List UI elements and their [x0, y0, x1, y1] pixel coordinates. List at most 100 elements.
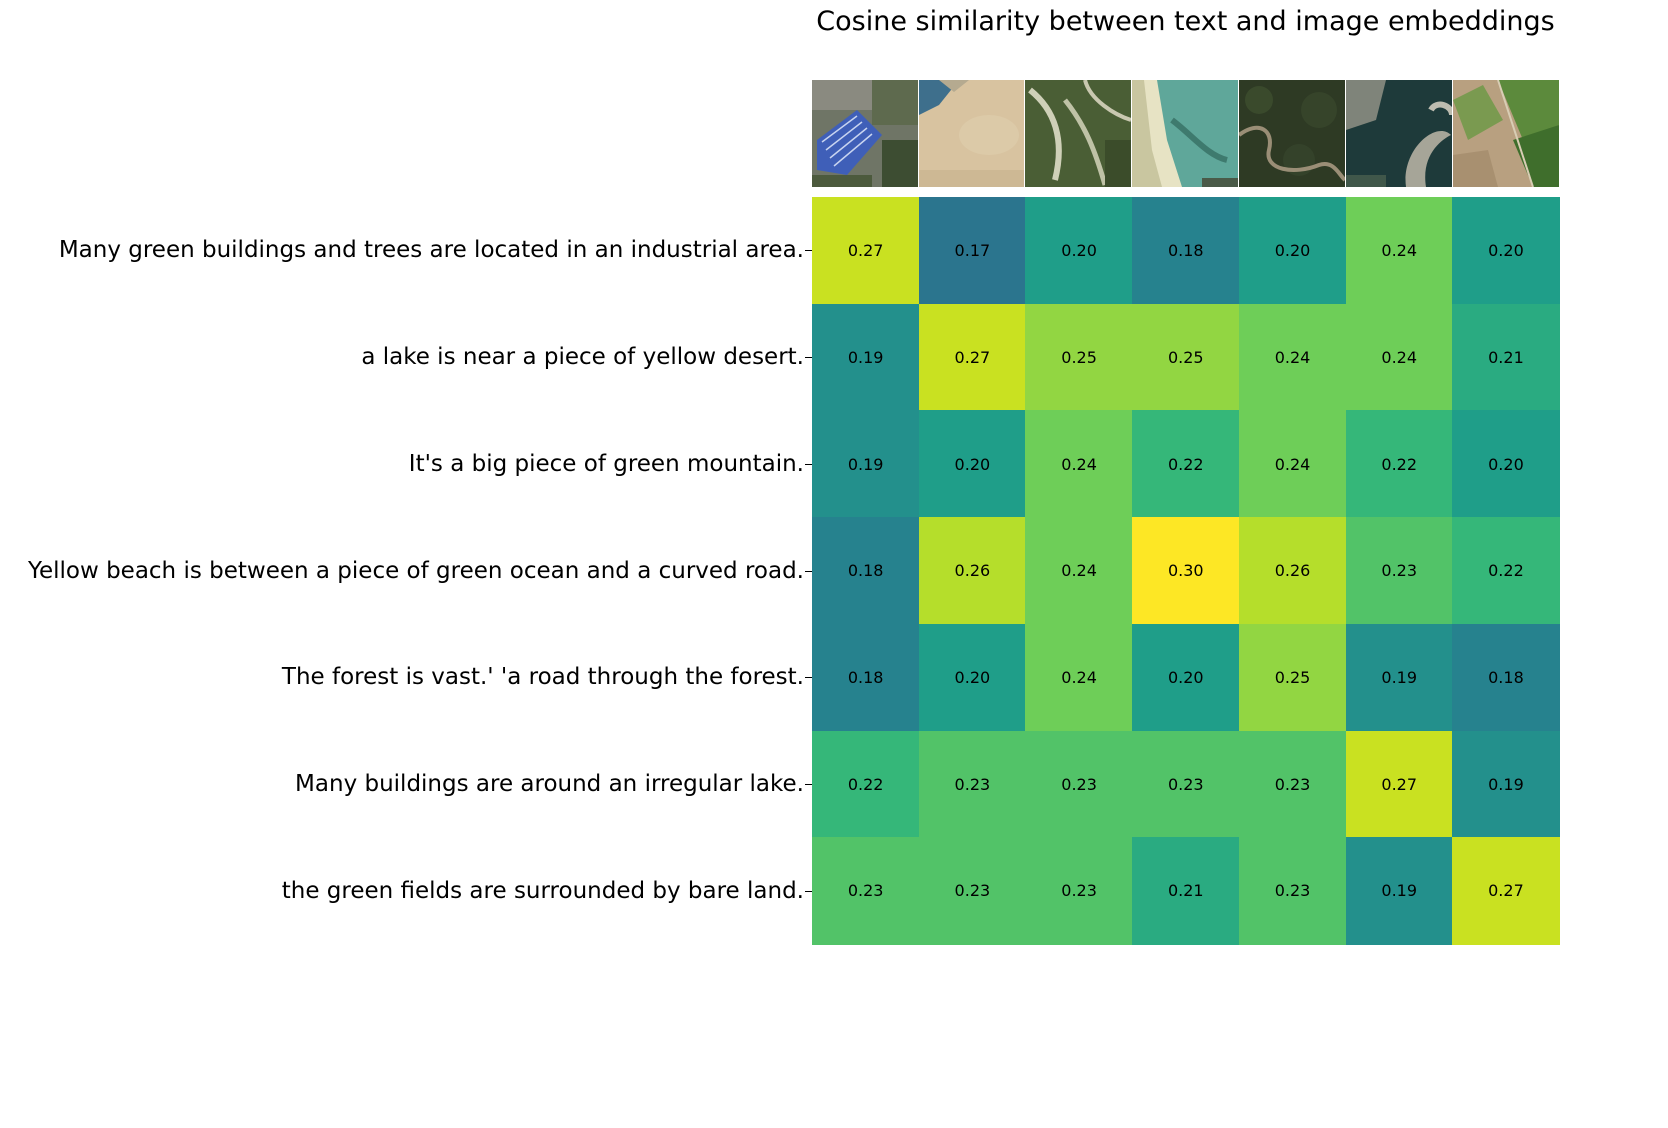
cell-value-label: 0.19: [1381, 881, 1418, 901]
green-mountain-thumbnail: [1025, 80, 1131, 187]
heatmap-cell: 0.18: [1132, 197, 1240, 305]
heatmap-cell: 0.30: [1132, 517, 1240, 625]
cell-value-label: 0.27: [1381, 774, 1418, 794]
cell-value-label: 0.21: [1167, 881, 1204, 901]
cell-value-label: 0.23: [1274, 774, 1311, 794]
cell-value-label: 0.23: [1167, 774, 1204, 794]
image-thumbnail-strip: [812, 80, 1559, 187]
heatmap-cell: 0.25: [1025, 303, 1133, 412]
heatmap-cell: 0.26: [1238, 517, 1347, 625]
cell-value-label: 0.22: [1381, 454, 1418, 474]
cell-value-label: 0.24: [1381, 241, 1418, 261]
heatmap-cell: 0.26: [918, 517, 1027, 625]
cell-value-label: 0.24: [1061, 561, 1097, 581]
row-label: Many green buildings and trees are locat…: [58, 237, 804, 264]
heatmap-cell: 0.23: [1025, 837, 1133, 945]
cell-value-label: 0.23: [1381, 561, 1418, 581]
cell-value-label: 0.20: [1274, 241, 1311, 261]
heatmap-cell: 0.24: [1025, 623, 1133, 732]
heatmap-cell: 0.20: [1132, 623, 1240, 732]
desert-lake-thumbnail: [919, 80, 1024, 187]
row-label: The forest is vast.' 'a road through the…: [281, 664, 804, 691]
heatmap-cell: 0.24: [1025, 517, 1133, 625]
heatmap-cell: 0.27: [1345, 730, 1453, 838]
heatmap-cell: 0.20: [1452, 410, 1560, 518]
heatmap-cell: 0.18: [812, 517, 920, 625]
green-fields-thumbnail: [1453, 80, 1559, 187]
heatmap-cell: 0.20: [1025, 197, 1133, 305]
cell-value-label: 0.23: [954, 774, 991, 794]
cell-value-label: 0.18: [847, 561, 884, 581]
heatmap-cell: 0.27: [1452, 837, 1560, 945]
cell-value-label: 0.23: [1061, 881, 1097, 901]
cell-value-label: 0.27: [1488, 881, 1524, 901]
lake-buildings-thumbnail: [1346, 80, 1452, 187]
cell-value-label: 0.22: [1167, 454, 1204, 474]
heatmap-cell: 0.24: [1238, 410, 1347, 518]
heatmap-cell: 0.25: [1238, 623, 1347, 732]
heatmap-grid: 0.27 0.17 0.20 0.18 0.20 0.24 0.20 0.19 0.27 0.25…: [812, 197, 1560, 945]
cell-value-label: 0.24: [1061, 668, 1097, 687]
cell-value-label: 0.26: [954, 561, 991, 581]
y-tick-mark: [805, 250, 812, 252]
heatmap-cell: 0.23: [1238, 730, 1347, 838]
row-label: the green fields are surrounded by bare …: [281, 877, 804, 904]
heatmap-cell: 0.27: [918, 303, 1027, 412]
cell-value-label: 0.22: [1488, 561, 1524, 581]
y-tick-mark: [805, 357, 812, 359]
heatmap-cell: 0.19: [1345, 837, 1453, 945]
heatmap-cell: 0.19: [1345, 623, 1453, 732]
cell-value-label: 0.25: [1167, 347, 1204, 367]
heatmap-cell: 0.19: [812, 410, 920, 518]
cell-value-label: 0.23: [954, 881, 991, 901]
y-tick-mark: [805, 783, 812, 785]
y-tick-mark: [805, 463, 812, 465]
cell-value-label: 0.18: [1167, 241, 1204, 261]
y-tick-mark: [805, 570, 812, 572]
cell-value-label: 0.19: [847, 454, 884, 474]
cell-value-label: 0.24: [1061, 454, 1097, 474]
heatmap-cell: 0.18: [1452, 623, 1560, 732]
heatmap-cell: 0.20: [1452, 197, 1560, 305]
heatmap-cell: 0.23: [918, 730, 1027, 838]
cell-value-label: 0.23: [1061, 774, 1097, 794]
cell-value-label: 0.25: [1274, 668, 1311, 687]
cell-value-label: 0.26: [1274, 561, 1311, 581]
cell-value-label: 0.24: [1381, 347, 1418, 367]
heatmap-cell: 0.19: [812, 303, 920, 412]
chart-title: Cosine similarity between text and image…: [816, 6, 1555, 37]
cell-value-label: 0.22: [847, 774, 884, 794]
heatmap-cell: 0.27: [812, 197, 920, 305]
heatmap-cell: 0.23: [1025, 730, 1133, 838]
cell-value-label: 0.24: [1274, 454, 1311, 474]
heatmap-cell: 0.20: [918, 410, 1027, 518]
cell-value-label: 0.20: [1488, 241, 1524, 261]
cell-value-label: 0.20: [954, 454, 991, 474]
heatmap-cell: 0.21: [1132, 837, 1240, 945]
cell-value-label: 0.18: [847, 668, 884, 687]
cell-value-label: 0.23: [847, 881, 884, 901]
row-label: Yellow beach is between a piece of green…: [27, 557, 804, 584]
beach-ocean-thumbnail: [1132, 80, 1238, 187]
heatmap-cell: 0.18: [812, 623, 920, 732]
cell-value-label: 0.19: [847, 347, 884, 367]
heatmap-cell: 0.19: [1452, 730, 1560, 838]
heatmap-cell: 0.21: [1452, 303, 1560, 412]
heatmap-cell: 0.23: [1345, 517, 1453, 625]
cell-value-label: 0.25: [1061, 347, 1097, 367]
forest-road-thumbnail: [1239, 80, 1345, 187]
heatmap-cell: 0.22: [812, 730, 920, 838]
row-label: Many buildings are around an irregular l…: [295, 770, 804, 797]
heatmap-cell: 0.23: [1238, 837, 1347, 945]
cell-value-label: 0.20: [1061, 241, 1097, 261]
cell-value-label: 0.17: [954, 241, 991, 261]
cell-value-label: 0.27: [847, 241, 884, 261]
heatmap-cell: 0.20: [918, 623, 1027, 732]
cell-value-label: 0.19: [1381, 668, 1418, 687]
heatmap-cell: 0.24: [1345, 197, 1453, 305]
cell-value-label: 0.23: [1274, 881, 1311, 901]
cell-value-label: 0.20: [1488, 454, 1524, 474]
cell-value-label: 0.20: [1167, 668, 1204, 687]
cell-value-label: 0.21: [1488, 347, 1524, 367]
row-label: a lake is near a piece of yellow desert.: [361, 344, 804, 371]
